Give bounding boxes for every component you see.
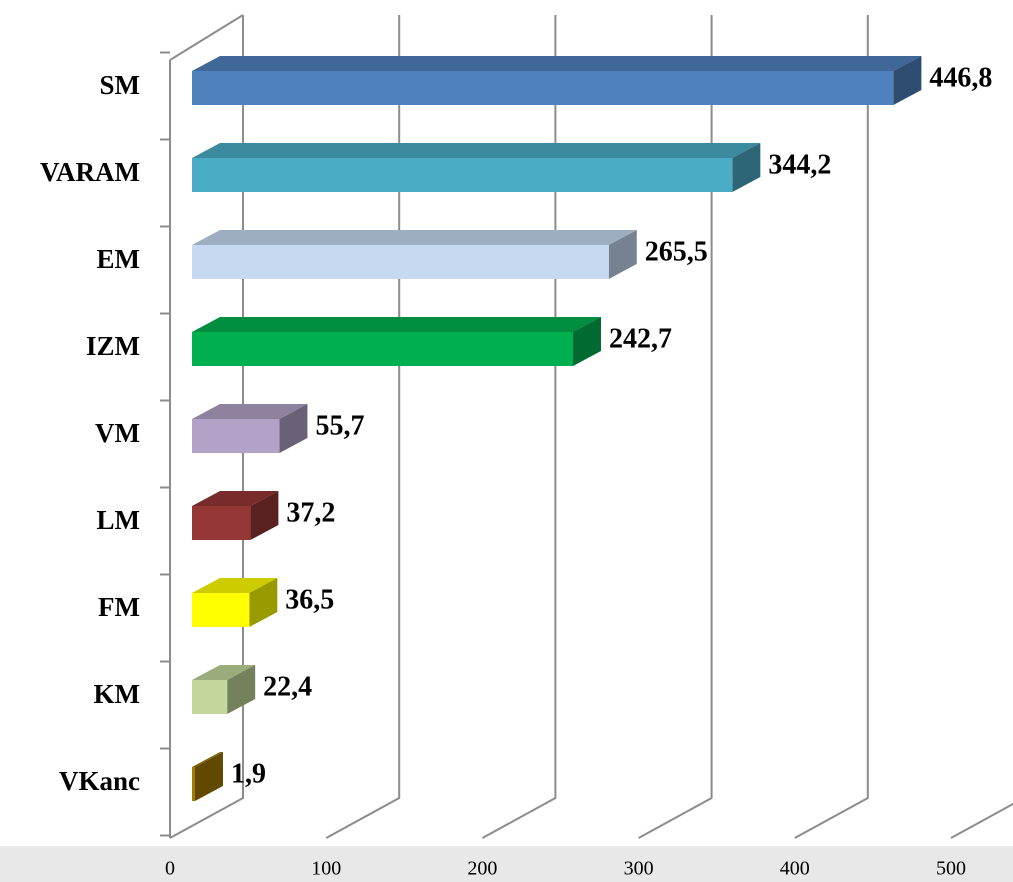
value-label: 22,4 [263,671,312,702]
value-label: 265,5 [645,236,708,267]
bar-face [192,245,609,279]
bar [192,404,308,453]
bar-face [893,56,922,105]
value-label: 37,2 [286,497,335,528]
bar [192,56,922,105]
axis-band [0,846,1013,882]
bar-face [192,230,637,245]
category-label: IZM [86,331,140,361]
grid-line [794,15,869,839]
bar [192,665,256,714]
bar-face [192,419,280,453]
bar-face [192,767,195,801]
axis-line [169,14,244,61]
bar [192,317,601,366]
category-label: LM [97,505,141,535]
category-label: VKanc [59,766,140,796]
value-label: 446,8 [929,62,992,93]
category-label: VARAM [40,157,140,187]
bar-face [192,317,601,332]
bar-face [192,158,733,192]
bar-face [192,680,228,714]
bar-face [732,143,761,192]
x-tick-label: 500 [936,858,966,880]
bar [192,230,637,279]
bar [192,578,278,627]
bar-face [192,71,894,105]
bar-face [192,143,761,158]
value-label: 55,7 [315,410,364,441]
category-label: SM [100,70,141,100]
bar-face [192,506,251,540]
grid-line [950,802,1013,839]
x-tick-label: 0 [165,858,175,880]
category-label: EM [97,244,141,274]
bar-face [227,665,256,714]
bar-face [192,491,279,506]
value-label: 1,9 [231,758,266,789]
bar-face [192,56,922,71]
grid-line [638,15,713,839]
x-tick-label: 400 [780,858,810,880]
bar-face [249,578,278,627]
bar-face [192,593,250,627]
bar [192,752,223,801]
value-label: 344,2 [768,149,831,180]
x-tick-label: 200 [467,858,497,880]
category-label: FM [98,592,140,622]
bar [192,491,279,540]
bar [192,143,761,192]
bar-face [279,404,308,453]
bar-face [192,404,308,419]
bar-face [572,317,601,366]
value-label: 36,5 [285,584,334,615]
x-tick-label: 100 [311,858,341,880]
grid-line [481,15,557,839]
bar-face [192,332,573,366]
bar-face [194,752,223,801]
category-label: VM [95,418,140,448]
bar-face [192,752,223,767]
bar-face [192,578,278,593]
bar-face [608,230,637,279]
x-tick-label: 300 [624,858,654,880]
value-label: 242,7 [609,323,672,354]
bar-face [250,491,279,540]
category-label: KM [94,679,141,709]
bar-face [192,665,256,680]
